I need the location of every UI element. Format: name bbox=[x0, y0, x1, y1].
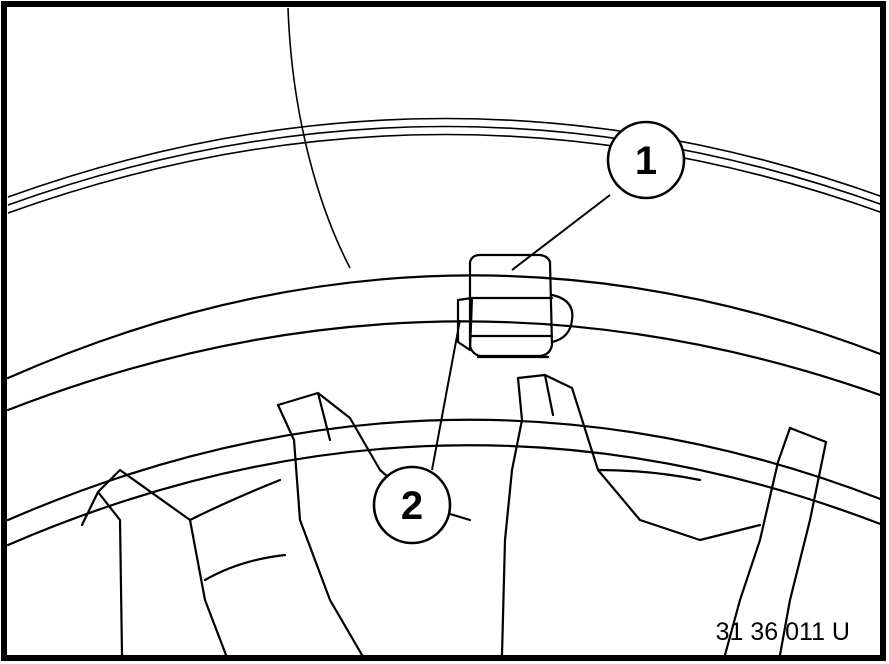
gear-teeth bbox=[80, 373, 828, 657]
callout-1-label: 1 bbox=[635, 139, 657, 183]
reference-code: 31 36 011 U bbox=[716, 618, 850, 646]
outer-band bbox=[7, 117, 884, 214]
clip bbox=[456, 253, 574, 359]
leader-line-1 bbox=[511, 194, 611, 271]
callout-2: 2 bbox=[372, 465, 452, 545]
callout-1: 1 bbox=[606, 120, 686, 200]
leader-line-2 bbox=[431, 319, 461, 471]
callout-2-label: 2 bbox=[401, 484, 423, 528]
middle-ring bbox=[6, 274, 885, 547]
housing-edge bbox=[287, 7, 351, 269]
